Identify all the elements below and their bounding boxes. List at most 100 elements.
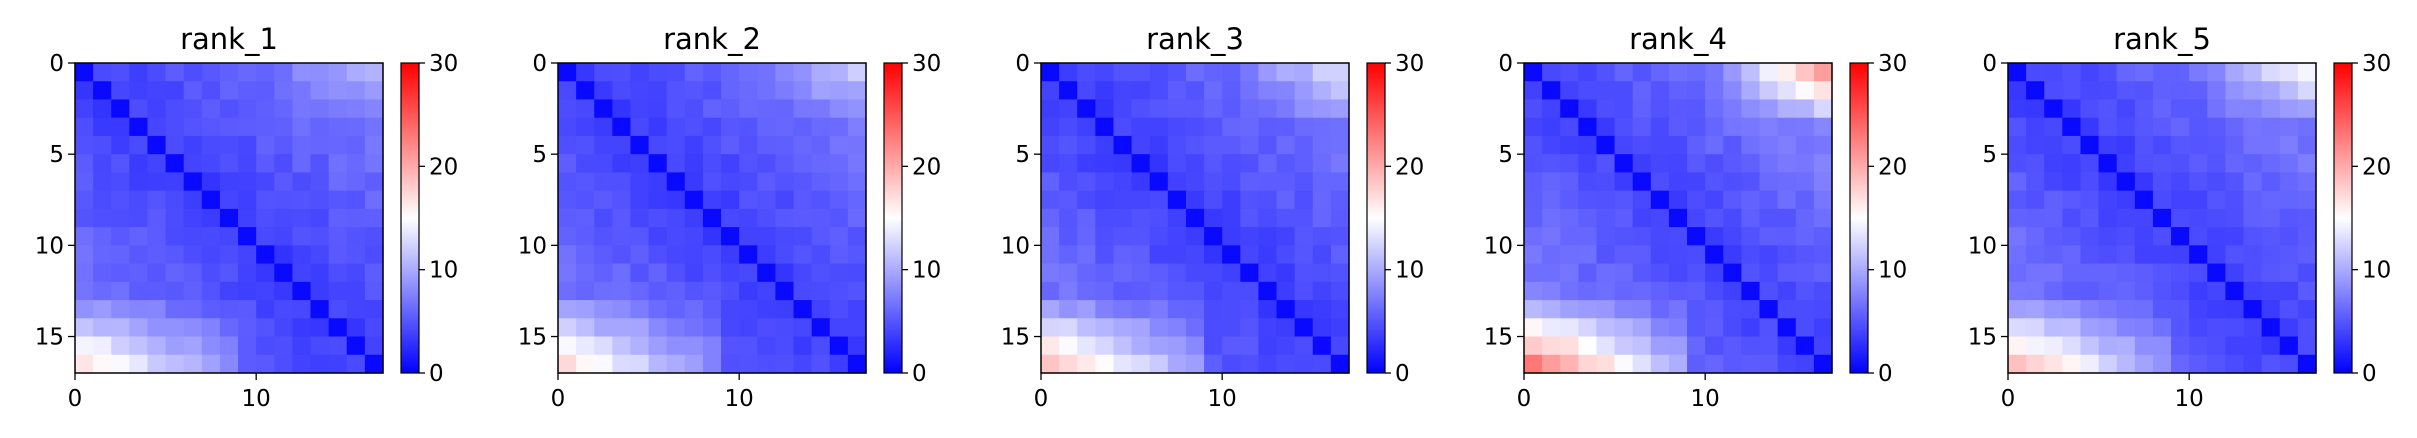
heatmap-cell	[2225, 263, 2245, 283]
y-tick-label: 10	[1484, 233, 1513, 259]
heatmap-cell	[1614, 318, 1634, 338]
heatmap-cell	[1222, 81, 1241, 101]
heatmap-cell	[274, 300, 294, 319]
heatmap-cell	[238, 263, 257, 283]
heatmap-cell	[1560, 99, 1579, 119]
heatmap-cell	[1258, 99, 1278, 119]
heatmap-cell	[2080, 81, 2100, 101]
heatmap-cell	[2152, 227, 2172, 246]
heatmap-cell	[2171, 190, 2190, 210]
x-tick-label: 10	[242, 386, 271, 412]
heatmap-cell	[1813, 227, 1833, 246]
heatmap-cell	[292, 190, 312, 210]
colorbar-tick-label: 10	[912, 258, 941, 284]
heatmap-cell	[2080, 172, 2100, 192]
heatmap-cell	[558, 63, 577, 82]
heatmap-cell	[75, 336, 94, 356]
heatmap-cell	[811, 208, 831, 228]
heatmap-cell	[630, 81, 650, 101]
heatmap-cell	[219, 227, 239, 246]
heatmap-cell	[2026, 81, 2045, 101]
heatmap-cell	[793, 318, 813, 338]
heatmap-cell	[238, 63, 257, 82]
heatmap-cell	[2152, 354, 2172, 374]
heatmap-cell	[1687, 354, 1706, 374]
heatmap-cell	[1759, 117, 1779, 137]
heatmap-cell	[2008, 263, 2027, 283]
heatmap-cell	[2044, 172, 2063, 192]
heatmap-cell	[346, 172, 366, 192]
heatmap-cell	[576, 99, 595, 119]
heatmap-cell	[1240, 154, 1260, 174]
heatmap-cell	[1795, 300, 1815, 319]
heatmap-cell	[2098, 263, 2118, 283]
heatmap-cell	[1131, 263, 1151, 283]
heatmap-cell	[238, 172, 257, 192]
heatmap-cell	[648, 336, 668, 356]
heatmap-cell	[75, 99, 94, 119]
heatmap-cell	[775, 99, 795, 119]
heatmap-cell	[1276, 300, 1296, 319]
heatmap-cell	[1077, 281, 1096, 301]
heatmap-cell	[1059, 154, 1078, 174]
heatmap-cell	[684, 190, 704, 210]
heatmap-cell	[2207, 336, 2227, 356]
heatmap-cell	[1041, 135, 1060, 155]
heatmap-cell	[757, 208, 777, 228]
heatmap-cell	[594, 117, 613, 137]
heatmap-cell	[201, 263, 221, 283]
colorbar-tick-label: 0	[1878, 361, 1893, 387]
heatmap-cell	[1276, 190, 1296, 210]
heatmap-cell	[2297, 300, 2317, 319]
heatmap-cell	[1041, 172, 1060, 192]
heatmap-cell	[1614, 208, 1634, 228]
heatmap-cell	[1759, 63, 1779, 82]
heatmap-cell	[2080, 208, 2100, 228]
heatmap-cell	[1204, 245, 1223, 265]
heatmap-cell	[1759, 190, 1779, 210]
heatmap-cell	[1777, 318, 1797, 338]
heatmap-cell	[256, 154, 275, 174]
heatmap-cell	[1560, 63, 1579, 82]
heatmap-cell	[1813, 336, 1833, 356]
heatmap-cell	[2008, 172, 2027, 192]
heatmap-cell	[256, 227, 275, 246]
heatmap-cell	[93, 245, 112, 265]
heatmap-cell	[684, 81, 704, 101]
heatmap-cell	[2261, 300, 2281, 319]
heatmap-cell	[702, 172, 722, 192]
heatmap-cell	[847, 281, 867, 301]
heatmap-cell	[1077, 354, 1096, 374]
heatmap-cell	[1077, 336, 1096, 356]
heatmap-cell	[2152, 208, 2172, 228]
heatmap-cell	[1312, 63, 1332, 82]
heatmap-cell	[1095, 263, 1115, 283]
heatmap-cell	[111, 81, 130, 101]
colorbar-tick-label: 30	[1878, 51, 1907, 77]
heatmap-cell	[2062, 117, 2082, 137]
heatmap-cell	[183, 336, 203, 356]
heatmap-cell	[219, 135, 239, 155]
heatmap-cell	[1578, 154, 1598, 174]
heatmap-cell	[238, 336, 257, 356]
heatmap-cell	[183, 117, 203, 137]
heatmap-cell	[129, 154, 149, 174]
heatmap-cell	[2297, 245, 2317, 265]
heatmap-cell	[111, 354, 130, 374]
heatmap-cell	[594, 208, 613, 228]
heatmap-cell	[2080, 135, 2100, 155]
heatmap-cell	[1723, 208, 1743, 228]
heatmap-cell	[165, 81, 185, 101]
heatmap-cell	[1041, 63, 1060, 82]
heatmap-cell	[111, 263, 130, 283]
heatmap-cell	[328, 245, 348, 265]
heatmap-cell	[1777, 190, 1797, 210]
heatmap-cell	[1185, 263, 1205, 283]
heatmap-cell	[2134, 208, 2154, 228]
heatmap-cell	[847, 81, 867, 101]
heatmap-cell	[1204, 227, 1223, 246]
heatmap-cell	[2116, 263, 2136, 283]
heatmap-cell	[1524, 190, 1543, 210]
heatmap-cell	[2044, 81, 2063, 101]
y-tick-label: 0	[1015, 51, 1030, 77]
